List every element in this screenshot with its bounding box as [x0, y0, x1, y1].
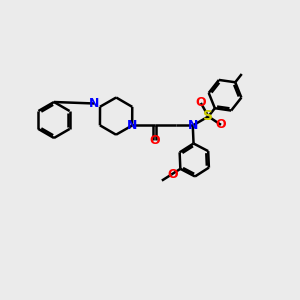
- Text: O: O: [216, 118, 226, 131]
- Text: N: N: [188, 119, 198, 132]
- Text: N: N: [89, 97, 100, 110]
- Text: O: O: [196, 97, 206, 110]
- Text: O: O: [167, 168, 178, 181]
- Text: N: N: [127, 119, 137, 132]
- Text: S: S: [203, 110, 213, 124]
- Text: O: O: [149, 134, 160, 147]
